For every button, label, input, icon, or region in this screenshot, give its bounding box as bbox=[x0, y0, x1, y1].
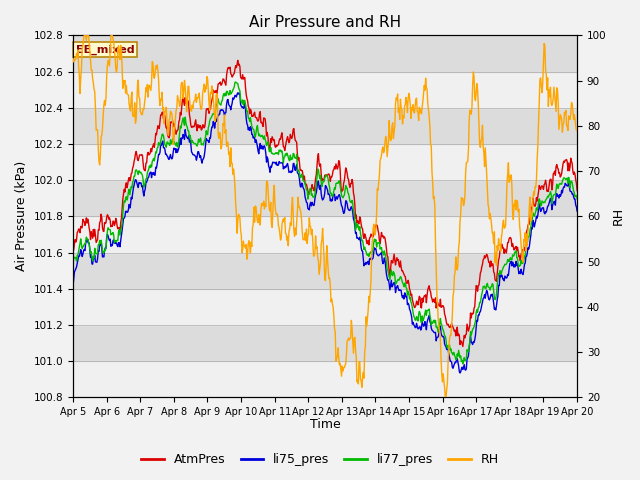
Y-axis label: RH: RH bbox=[612, 207, 625, 226]
Bar bbox=[73, 180, 577, 216]
Bar bbox=[73, 325, 577, 361]
Title: Air Pressure and RH: Air Pressure and RH bbox=[249, 15, 401, 30]
Bar bbox=[73, 72, 577, 108]
X-axis label: Time: Time bbox=[310, 419, 340, 432]
Y-axis label: Air Pressure (kPa): Air Pressure (kPa) bbox=[15, 161, 28, 271]
Bar bbox=[73, 36, 577, 72]
Bar bbox=[73, 144, 577, 180]
Bar bbox=[73, 361, 577, 397]
Legend: AtmPres, li75_pres, li77_pres, RH: AtmPres, li75_pres, li77_pres, RH bbox=[136, 448, 504, 471]
Bar bbox=[73, 216, 577, 252]
Bar bbox=[73, 288, 577, 325]
Text: EE_mixed: EE_mixed bbox=[76, 44, 134, 55]
Bar bbox=[73, 252, 577, 288]
Bar bbox=[73, 108, 577, 144]
